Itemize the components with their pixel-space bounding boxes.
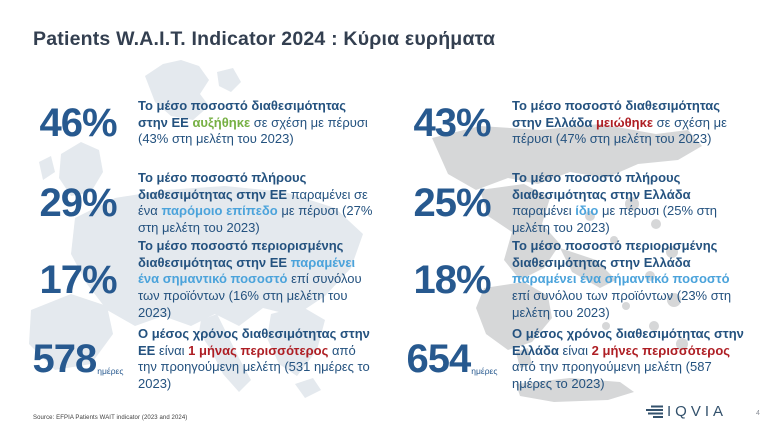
stat-description-segment: παραμένει: [512, 203, 576, 219]
stat-row: 29% Το μέσο ποσοστό πλήρους διαθεσιμότητα…: [26, 170, 378, 237]
stat-row: 43% Το μέσο ποσοστό διαθεσιμότητας στην Ε…: [400, 98, 752, 148]
stat-number: 654: [406, 337, 472, 382]
iqvia-logo-text: IQVIA: [667, 403, 728, 420]
stat-description: Ο μέσος χρόνος διαθεσιμότητας στην Ελλάδ…: [512, 326, 750, 393]
stat-description-segment: παραμένει ένα σήμαντικό ποσοστό: [512, 271, 730, 287]
stat-description-segment: επί συνόλου των προϊόντων (23% στη μελέτ…: [512, 287, 732, 320]
stat-description-segment: από την προηγούμενη μελέτη (531 ημέρες τ…: [138, 342, 370, 391]
stat-description-segment: παραμένει σε ένα: [138, 186, 368, 219]
stat-description: Ο μέσος χρόνος διαθεσιμότητας στην ΕΕ εί…: [138, 326, 376, 393]
stat-row: 46% Το μέσο ποσοστό διαθεσιμότητας στην Ε…: [26, 98, 378, 148]
stat-description: Το μέσο ποσοστό πλήρους διαθεσιμότητας σ…: [512, 170, 750, 237]
stat-value: 29%: [26, 183, 130, 223]
stat-description-segment: επί συνόλου των προϊόντων (16% στη μελέτ…: [138, 271, 362, 320]
stat-description-segment: Ο μέσος χρόνος διαθεσιμότητας στην Ελλάδ…: [512, 326, 744, 358]
stat-value: 43%: [400, 103, 504, 143]
stat-unit: ημέρες: [471, 366, 498, 377]
stat-row: 578 ημέρες Ο μέσος χρόνος διαθεσιμότητας σ…: [26, 326, 378, 393]
stat-description-segment: Το μέσο ποσοστό διαθεσιμότητας στην Ελλά…: [512, 98, 721, 130]
stat-number: 43%: [413, 100, 491, 145]
stat-description-segment: Το μέσο ποσοστό περιορισμένης διαθεσιμότ…: [512, 238, 718, 270]
stat-value: 46%: [26, 103, 130, 143]
stat-value: 25%: [400, 183, 504, 223]
stat-description-segment: παρόμοιο επίπεδο: [161, 203, 278, 219]
stat-description: Το μέσο ποσοστό πλήρους διαθεσιμότητας σ…: [138, 170, 376, 237]
stat-row: 18% Το μέσο ποσοστό περιορισμένης διαθεσι…: [400, 238, 752, 321]
stat-row: 17% Το μέσο ποσοστό περιορισμένης διαθεσι…: [26, 238, 378, 321]
stat-description-segment: παραμένει ένα σημαντικό ποσοστό: [138, 254, 356, 287]
stat-number: 578: [32, 337, 98, 382]
stat-unit: ημέρες: [97, 366, 124, 377]
stat-number: 29%: [39, 181, 117, 226]
stat-number: 17%: [39, 257, 117, 302]
stat-description-segment: 1 μήνας περισσότερος: [188, 342, 329, 358]
stat-description-segment: 2 μήνες περισσότερος: [591, 342, 731, 358]
stat-value: 578 ημέρες: [26, 339, 130, 379]
stat-value: 18%: [400, 260, 504, 300]
stat-description-segment: Το μέσο ποσοστό περιορισμένης διαθεσιμότ…: [138, 238, 344, 270]
stat-description-segment: με πέρυσι (27% στη μελέτη του 2023): [138, 203, 373, 235]
stat-description-segment: αυξήθηκε: [192, 114, 251, 130]
stat-description-segment: σε σχέση με πέρυσι (43% στη μελέτη του 2…: [138, 114, 368, 147]
stat-description-segment: Το μέσο ποσοστό πλήρους διαθεσιμότητας σ…: [512, 170, 691, 202]
stat-number: 18%: [413, 257, 491, 302]
iqvia-logo: IQVIA: [646, 404, 727, 419]
stat-number: 25%: [413, 181, 491, 226]
stat-description: Το μέσο ποσοστό διαθεσιμότητας στην ΕΕ α…: [138, 98, 376, 148]
stat-description-segment: είναι: [562, 342, 592, 358]
page-number: 4: [756, 410, 760, 417]
stat-description-segment: με πέρυσι (25% στη μελέτη του 2023): [512, 203, 718, 235]
stat-description: Το μέσο ποσοστό περιορισμένης διαθεσιμότ…: [512, 238, 750, 321]
stat-row: 25% Το μέσο ποσοστό πλήρους διαθεσιμότητα…: [400, 170, 752, 237]
source-note: Source: EFPIA Patients WAIT indicator (2…: [33, 415, 188, 421]
stat-description: Το μέσο ποσοστό διαθεσιμότητας στην Ελλά…: [512, 98, 750, 148]
iqvia-logo-icon: [646, 405, 663, 418]
stat-description-segment: Το μέσο ποσοστό πλήρους διαθεσιμότητας σ…: [138, 170, 307, 202]
stat-value: 17%: [26, 260, 130, 300]
stat-description-segment: σε σχέση με πέρυσι (47% στη μελέτη του 2…: [512, 114, 727, 147]
stat-description-segment: μειώθηκε: [595, 114, 654, 130]
stat-description-segment: ίδιο: [575, 203, 599, 219]
stat-description-segment: είναι: [158, 342, 189, 358]
stat-description-segment: Το μέσο ποσοστό διαθεσιμότητας στην ΕΕ: [138, 98, 347, 130]
stat-description: Το μέσο ποσοστό περιορισμένης διαθεσιμότ…: [138, 238, 376, 321]
stat-description-segment: από την προηγούμενη μελέτη (587 ημέρες τ…: [512, 359, 712, 391]
stat-row: 654 ημέρες Ο μέσος χρόνος διαθεσιμότητας σ…: [400, 326, 752, 393]
slide-title: Patients W.A.I.T. Indicator 2024 : Κύρια…: [33, 28, 496, 50]
stat-value: 654 ημέρες: [400, 339, 504, 379]
stat-number: 46%: [39, 100, 117, 145]
stat-description-segment: Ο μέσος χρόνος διαθεσιμότητας στην ΕΕ: [138, 326, 370, 358]
